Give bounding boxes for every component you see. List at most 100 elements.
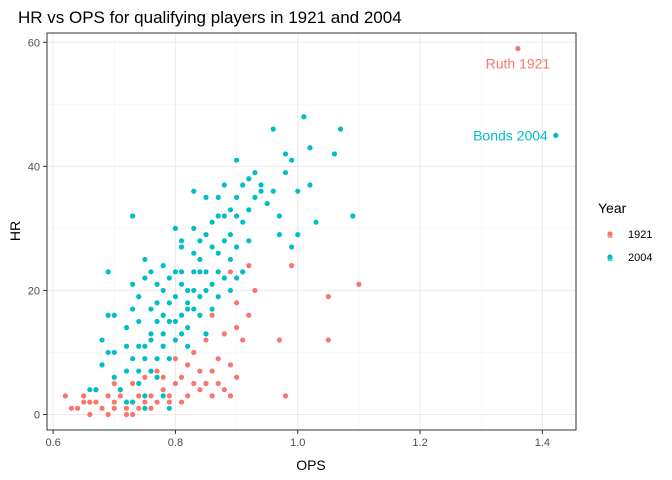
point-2004 (203, 232, 209, 238)
point-2004 (105, 349, 111, 356)
point-1921 (142, 374, 148, 380)
point-2004 (197, 238, 203, 244)
point-2004 (160, 312, 166, 318)
point-1921 (148, 393, 154, 399)
point-1921 (221, 387, 227, 393)
point-2004 (160, 393, 166, 399)
point-2004 (233, 213, 240, 219)
point-2004 (276, 232, 282, 238)
point-2004 (191, 225, 197, 231)
point-2004 (307, 145, 313, 151)
point-1921 (154, 399, 160, 405)
axes: 0.6 0.8 1.0 1.2 1.4 0 20 40 60 (28, 37, 550, 449)
point-2004 (123, 343, 130, 349)
point-2004 (270, 188, 276, 194)
y-axis-title: HR (7, 221, 23, 241)
point-1921 (240, 337, 246, 343)
point-2004 (166, 300, 172, 306)
y-tick-label: 40 (28, 161, 40, 173)
point-1921 (160, 374, 166, 380)
point-2004 (227, 256, 234, 263)
point-1921 (111, 405, 117, 411)
point-2004 (172, 269, 179, 275)
point-1921 (252, 287, 258, 294)
point-1921 (185, 393, 191, 399)
point-2004 (166, 318, 172, 325)
point-2004 (154, 318, 160, 325)
point-2004 (172, 225, 179, 231)
point-2004 (215, 269, 221, 275)
point-2004 (111, 374, 117, 380)
point-2004 (221, 182, 227, 188)
point-1921 (203, 380, 209, 387)
point-1921 (111, 380, 117, 387)
point-2004 (246, 238, 252, 244)
point-2004 (233, 275, 240, 281)
point-1921 (142, 399, 148, 405)
point-1921 (227, 362, 234, 368)
point-2004 (313, 219, 319, 225)
point-2004 (142, 393, 148, 399)
point-1921 (154, 368, 160, 374)
point-2004 (289, 244, 295, 250)
point-1921 (325, 294, 331, 300)
legend-label: 1921 (628, 229, 652, 241)
point-2004 (130, 213, 136, 219)
point-2004 (172, 337, 179, 343)
point-2004 (209, 219, 215, 225)
point-2004 (160, 287, 166, 294)
point-1921 (160, 387, 166, 393)
point-2004 (246, 176, 252, 182)
annotations: Ruth 1921 Bonds 2004 (473, 56, 550, 144)
point-2004 (233, 157, 240, 163)
point-2004 (240, 182, 246, 188)
point-1921 (136, 405, 142, 411)
point-2004 (197, 294, 203, 300)
point-2004 (258, 188, 264, 194)
point-2004 (233, 194, 240, 200)
point-1921 (246, 263, 252, 269)
point-2004 (130, 281, 136, 287)
point-2004 (166, 275, 172, 281)
point-2004 (148, 306, 154, 312)
point-1921 (105, 411, 111, 418)
point-2004 (185, 343, 191, 349)
x-axis-title: OPS (296, 457, 326, 473)
point-2004 (178, 312, 185, 318)
point-2004 (191, 250, 197, 256)
point-2004 (130, 399, 136, 405)
point-2004 (148, 368, 154, 374)
legend-title: Year (598, 200, 627, 216)
point-1921 (197, 387, 203, 393)
point-2004 (142, 405, 148, 411)
point-2004 (282, 151, 289, 157)
point-2004 (270, 126, 276, 132)
point-2004 (203, 331, 209, 337)
point-2004 (246, 207, 252, 213)
point-2004 (99, 337, 105, 343)
point-2004 (136, 343, 142, 349)
point-1921 (233, 300, 240, 306)
point-1921 (172, 356, 179, 362)
point-2004 (136, 294, 142, 300)
point-2004 (350, 213, 356, 219)
point-2004 (227, 232, 234, 238)
point-1921 (178, 399, 185, 405)
point-2004 (178, 331, 185, 337)
point-2004 (136, 368, 142, 374)
point-2004 (185, 300, 191, 306)
point-1921 (130, 380, 136, 387)
point-2004 (221, 213, 227, 219)
point-1921 (215, 380, 221, 387)
point-2004 (215, 213, 221, 219)
point-2004 (105, 312, 111, 318)
point-2004 (227, 207, 234, 213)
point-1921 (148, 405, 154, 411)
point-1921 (166, 399, 172, 405)
point-2004 (160, 343, 166, 349)
point-2004 (307, 182, 313, 188)
point-2004 (111, 349, 117, 356)
point-2004 (191, 269, 197, 275)
x-tick-label: 1.2 (412, 437, 427, 449)
point-1921 (93, 399, 99, 405)
